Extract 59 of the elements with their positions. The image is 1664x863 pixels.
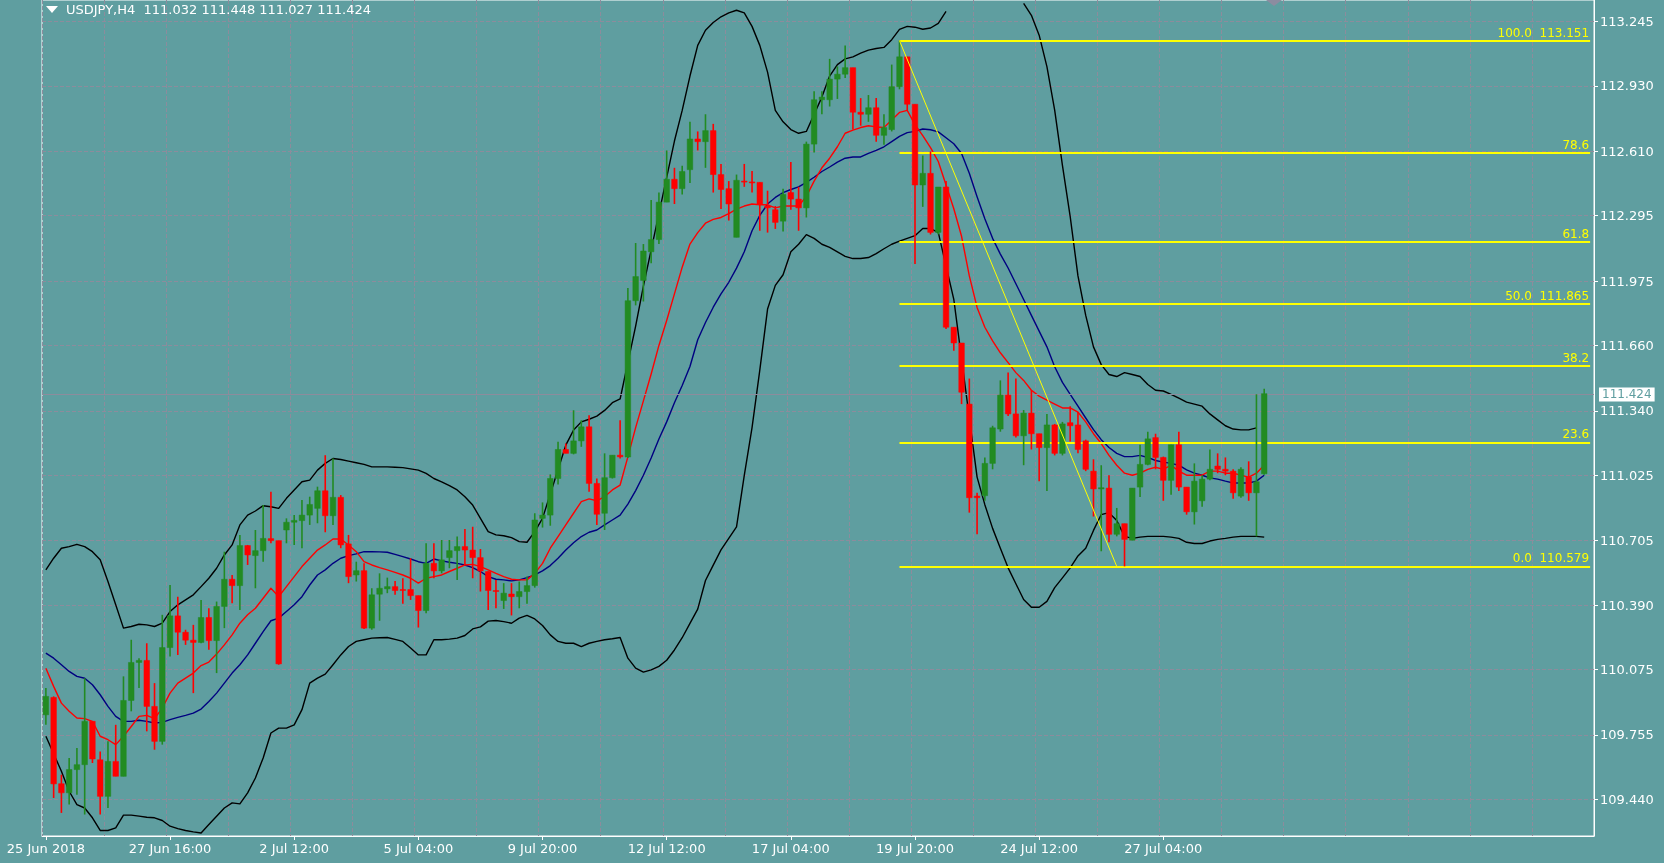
candlestick xyxy=(679,164,686,196)
x-tick-label: 27 Jun 16:00 xyxy=(128,841,212,856)
candlestick xyxy=(772,205,779,230)
y-tick-label: 112.295 xyxy=(1600,208,1654,224)
y-tick-label: 110.075 xyxy=(1600,661,1654,677)
ref-line-label: 111.424 xyxy=(1602,387,1652,402)
x-tick-label: 12 Jul 12:00 xyxy=(627,841,706,856)
annotation: 0.0 110.579 xyxy=(1512,551,1590,566)
y-tick-label: 111.660 xyxy=(1600,337,1654,353)
y-tick-label: 113.245 xyxy=(1600,13,1654,29)
candlestick xyxy=(205,607,212,651)
candlestick xyxy=(438,539,445,575)
candlestick xyxy=(508,582,515,617)
candlestick xyxy=(702,113,709,169)
candlestick xyxy=(1113,507,1120,538)
x-tick-label: 25 Jun 2018 xyxy=(6,841,85,856)
annotation: 23.6 xyxy=(1562,427,1590,442)
candlestick xyxy=(1121,522,1128,568)
candlestick xyxy=(1090,458,1097,518)
candlestick xyxy=(229,574,236,604)
y-tick-label: 111.975 xyxy=(1600,273,1654,289)
y-tick-label: 109.755 xyxy=(1600,727,1654,743)
candlestick xyxy=(329,457,337,526)
annotation: 38.2 xyxy=(1562,350,1590,365)
y-tick-label: 111.025 xyxy=(1600,467,1654,483)
y-tick-label: 112.930 xyxy=(1600,78,1654,94)
candlestick xyxy=(671,167,678,205)
x-tick-label: 24 Jul 12:00 xyxy=(1000,841,1079,856)
x-tick-label: 27 Jul 04:00 xyxy=(1124,841,1203,856)
x-tick-label: 17 Jul 04:00 xyxy=(751,841,830,856)
candlestick xyxy=(865,94,872,123)
annotation: 50.0 111.865 xyxy=(1505,288,1590,303)
candlestick xyxy=(1098,464,1105,553)
annotation: 78.6 xyxy=(1562,138,1590,153)
chart-title: USDJPY,H4 111.032 111.448 111.027 111.424 xyxy=(66,2,371,17)
candlestick xyxy=(1020,409,1027,467)
y-tick-label: 112.610 xyxy=(1600,143,1654,159)
annotation: 100.0 113.151 xyxy=(1497,25,1590,40)
y-tick-label: 111.340 xyxy=(1600,403,1654,419)
candlestick xyxy=(919,154,926,208)
candlestick xyxy=(1043,413,1050,492)
candlestick xyxy=(617,419,624,460)
y-tick-label: 109.440 xyxy=(1600,791,1654,807)
y-tick-label: 110.390 xyxy=(1600,597,1654,613)
candlestick xyxy=(500,582,507,610)
x-tick-label: 9 Jul 20:00 xyxy=(507,841,578,856)
annotation: 61.8 xyxy=(1562,226,1590,241)
y-tick-label: 110.705 xyxy=(1600,533,1654,549)
candlestick xyxy=(694,130,701,152)
candlestick xyxy=(1245,460,1252,502)
x-tick-label: 2 Jul 12:00 xyxy=(259,841,330,856)
candlestick xyxy=(764,189,771,234)
candlestick xyxy=(42,687,49,726)
line-series xyxy=(45,227,1265,834)
candlestick xyxy=(430,542,437,580)
candlestick xyxy=(1253,393,1260,538)
x-tick-label: 5 Jul 04:00 xyxy=(383,841,454,856)
candlestick xyxy=(353,560,360,583)
x-tick-label: 19 Jul 20:00 xyxy=(876,841,954,856)
